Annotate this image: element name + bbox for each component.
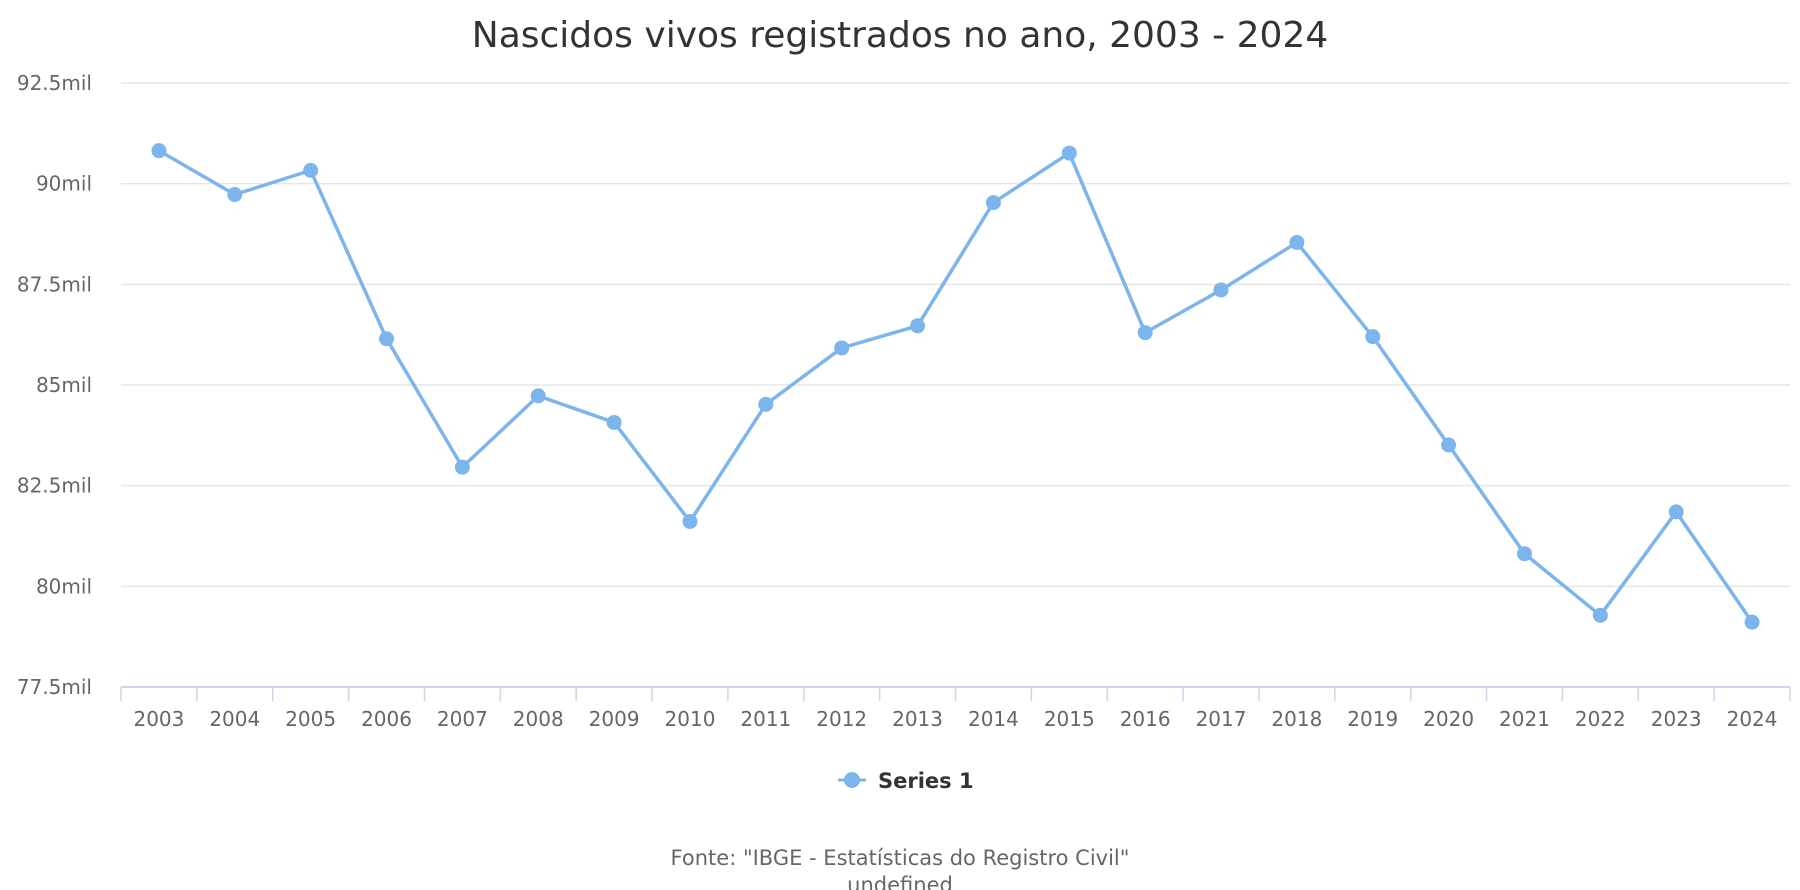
x-axis: 2003 2004 2005 2006 2007 2008 2009 2010 2011 2012… — [120, 686, 1791, 731]
data-point-2021[interactable] — [1516, 546, 1532, 562]
chart-title: Nascidos vivos registrados no ano, 2003 … — [472, 15, 1328, 56]
data-point-2019[interactable] — [1365, 329, 1381, 345]
gridlines — [121, 82, 1790, 588]
y-tick-label: 92.5mil — [17, 71, 92, 95]
x-tick-label: 2012 — [816, 707, 867, 731]
x-tick-label: 2005 — [285, 707, 336, 731]
data-point-2004[interactable] — [227, 187, 243, 203]
y-axis: 77.5mil 80mil 82.5mil 85mil 87.5mil 90mil 92.5… — [17, 71, 92, 699]
y-tick-label: 82.5mil — [17, 474, 92, 498]
data-point-2003[interactable] — [151, 143, 167, 159]
x-tick-label: 2006 — [361, 707, 412, 731]
data-point-2024[interactable] — [1744, 614, 1760, 630]
data-point-2012[interactable] — [834, 340, 850, 356]
data-point-2023[interactable] — [1668, 504, 1684, 520]
data-point-2013[interactable] — [910, 318, 926, 334]
x-tick-label: 2004 — [209, 707, 260, 731]
data-point-2006[interactable] — [379, 331, 395, 347]
x-tick-label: 2007 — [437, 707, 488, 731]
data-point-2008[interactable] — [530, 388, 546, 404]
x-tick-label: 2024 — [1727, 707, 1778, 731]
x-tick-label: 2023 — [1651, 707, 1702, 731]
data-point-2022[interactable] — [1592, 607, 1608, 623]
x-tick-label: 2010 — [665, 707, 716, 731]
y-tick-label: 87.5mil — [17, 272, 92, 296]
data-point-2017[interactable] — [1213, 282, 1229, 298]
data-point-2018[interactable] — [1289, 234, 1305, 250]
legend[interactable]: Series 1 — [838, 769, 974, 793]
x-tick-label: 2015 — [1044, 707, 1095, 731]
x-tick-label: 2016 — [1120, 707, 1171, 731]
x-tick-label: 2003 — [133, 707, 184, 731]
series-line[interactable] — [157, 148, 1754, 624]
x-tick-label: 2013 — [892, 707, 943, 731]
y-tick-label: 80mil — [36, 574, 92, 598]
x-tick-label: 2018 — [1271, 707, 1322, 731]
data-point-2015[interactable] — [1061, 145, 1077, 161]
data-point-2005[interactable] — [303, 162, 319, 178]
x-tick-label: 2011 — [740, 707, 791, 731]
legend-label[interactable]: Series 1 — [878, 769, 974, 793]
data-point-2016[interactable] — [1137, 325, 1153, 341]
x-tick-label: 2021 — [1499, 707, 1550, 731]
data-point-2009[interactable] — [606, 414, 622, 430]
x-tick-label: 2014 — [968, 707, 1019, 731]
data-point-2014[interactable] — [985, 195, 1001, 211]
data-point-2011[interactable] — [758, 396, 774, 412]
source-credits[interactable]: Fonte: "IBGE - Estatísticas do Registro … — [671, 846, 1130, 870]
x-tick-label: 2009 — [589, 707, 640, 731]
y-tick-label: 90mil — [36, 172, 92, 196]
x-tick-label: 2020 — [1423, 707, 1474, 731]
x-tick-label: 2008 — [513, 707, 564, 731]
data-point-2007[interactable] — [454, 459, 470, 475]
source-credits-extra: undefined — [847, 873, 953, 890]
data-point-2020[interactable] — [1441, 437, 1457, 453]
series-1[interactable] — [151, 143, 1760, 630]
y-tick-label: 77.5mil — [17, 675, 92, 699]
data-point-2010[interactable] — [682, 514, 698, 530]
y-tick-label: 85mil — [36, 373, 92, 397]
x-tick-label: 2019 — [1347, 707, 1398, 731]
legend-dot-marker — [844, 772, 860, 788]
x-tick-label: 2022 — [1575, 707, 1626, 731]
x-tick-label: 2017 — [1196, 707, 1247, 731]
